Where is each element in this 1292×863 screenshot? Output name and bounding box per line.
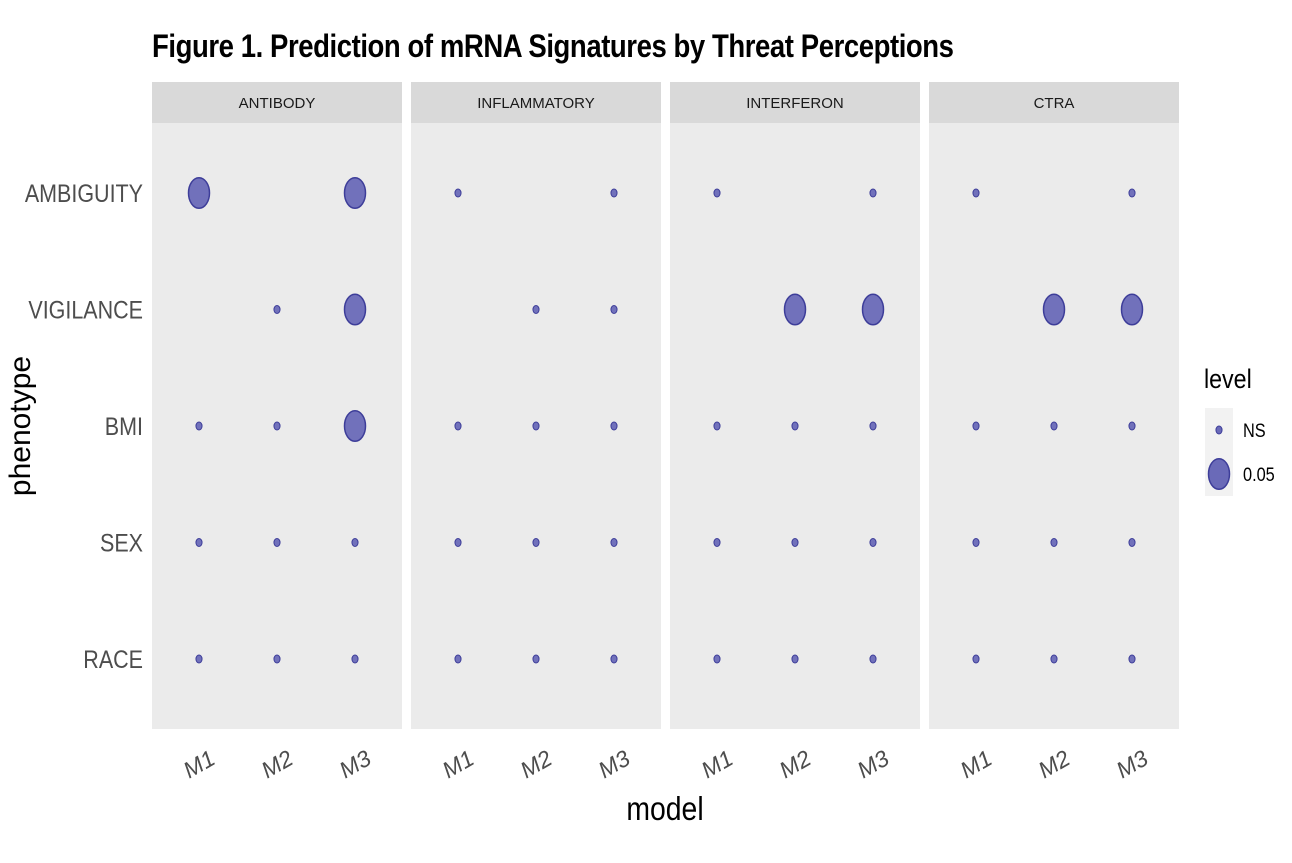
data-point — [273, 538, 281, 547]
data-point — [454, 421, 462, 431]
data-point — [454, 538, 462, 547]
data-point — [343, 293, 367, 326]
facet-strip — [152, 82, 402, 123]
x-tick-label: M1 — [438, 745, 479, 783]
legend-title: level — [1204, 364, 1252, 394]
data-point — [1050, 654, 1058, 664]
x-tick-label: M1 — [956, 745, 997, 783]
data-point — [972, 654, 980, 664]
data-point — [1128, 538, 1136, 547]
legend-label: 0.05 — [1243, 464, 1275, 485]
data-point — [343, 177, 367, 209]
x-tick-label: M3 — [1112, 745, 1153, 784]
facet-strip-label: ANTIBODY — [239, 95, 316, 112]
x-axis-title: model — [626, 790, 703, 828]
data-point — [610, 188, 618, 198]
legend: level NS 0.05 — [1204, 364, 1275, 496]
data-point — [1042, 293, 1066, 326]
facet-antibody: ANTIBODY — [152, 82, 402, 729]
data-point — [869, 188, 877, 198]
facet-strip — [411, 82, 661, 123]
y-tick-label: SEX — [100, 529, 143, 557]
facet-interferon: INTERFERON — [670, 82, 920, 729]
data-point — [1128, 421, 1136, 431]
data-point — [610, 305, 618, 314]
chart-title: Figure 1. Prediction of mRNA Signatures … — [152, 28, 954, 64]
data-point — [454, 654, 462, 664]
facet-strip-label: INTERFERON — [746, 95, 844, 112]
data-point — [195, 538, 203, 547]
y-tick-label: VIGILANCE — [28, 296, 143, 324]
facet-strip-label: INFLAMMATORY — [477, 95, 595, 112]
x-axis: M1 M2 M3 M1 M2 M3 M1 M2 M3 M1 M2 M3 — [179, 745, 1153, 784]
data-point — [713, 654, 721, 664]
facet-strip — [670, 82, 920, 123]
data-point — [791, 654, 799, 664]
legend-symbol — [1207, 458, 1231, 490]
data-point — [869, 421, 877, 431]
facet-ctra: CTRA — [929, 82, 1179, 729]
data-point — [351, 654, 359, 664]
data-point — [713, 421, 721, 431]
data-point — [610, 421, 618, 431]
data-point — [532, 538, 540, 547]
data-point — [187, 177, 211, 209]
x-tick-label: M3 — [594, 745, 635, 784]
legend-entry: 0.05 — [1205, 452, 1275, 496]
x-tick-label: M2 — [516, 745, 557, 784]
legend-symbol — [1215, 425, 1223, 435]
legend-label: NS — [1243, 420, 1266, 441]
x-tick-label: M3 — [853, 745, 894, 784]
data-point — [791, 421, 799, 431]
facet-panels: ANTIBODY INFLAMMATORY INTERFERON CTRA — [152, 82, 1179, 729]
data-point — [713, 188, 721, 198]
data-point — [273, 305, 281, 314]
y-tick-label: AMBIGUITY — [25, 179, 144, 207]
x-tick-label: M3 — [335, 745, 376, 784]
data-point — [1120, 293, 1144, 326]
data-point — [1128, 188, 1136, 198]
facet-strip — [929, 82, 1179, 123]
data-point — [454, 188, 462, 198]
data-point — [351, 538, 359, 547]
data-point — [783, 293, 807, 326]
data-point — [343, 410, 367, 442]
legend-entry: NS — [1205, 408, 1266, 452]
data-point — [791, 538, 799, 547]
data-point — [273, 421, 281, 431]
x-tick-label: M1 — [179, 745, 220, 783]
data-point — [713, 538, 721, 547]
y-tick-label: RACE — [83, 645, 143, 673]
data-point — [195, 421, 203, 431]
facet-inflammatory: INFLAMMATORY — [411, 82, 661, 729]
data-point — [869, 538, 877, 547]
x-tick-label: M2 — [1034, 745, 1075, 784]
x-tick-label: M2 — [257, 745, 298, 784]
data-point — [532, 654, 540, 664]
x-tick-label: M1 — [697, 745, 738, 783]
x-tick-label: M2 — [775, 745, 816, 784]
data-point — [972, 188, 980, 198]
data-point — [1050, 421, 1058, 431]
data-point — [532, 421, 540, 431]
data-point — [1128, 654, 1136, 664]
data-point — [273, 654, 281, 664]
data-point — [532, 305, 540, 314]
data-point — [195, 654, 203, 664]
y-axis-title: phenotype — [4, 356, 37, 496]
data-point — [972, 421, 980, 431]
data-point — [861, 293, 885, 326]
data-point — [869, 654, 877, 664]
data-point — [972, 538, 980, 547]
y-axis: AMBIGUITY VIGILANCE BMI SEX RACE — [25, 179, 144, 673]
y-tick-label: BMI — [105, 412, 143, 440]
data-point — [1050, 538, 1058, 547]
facet-strip-label: CTRA — [1034, 95, 1075, 112]
data-point — [610, 654, 618, 664]
data-point — [610, 538, 618, 547]
